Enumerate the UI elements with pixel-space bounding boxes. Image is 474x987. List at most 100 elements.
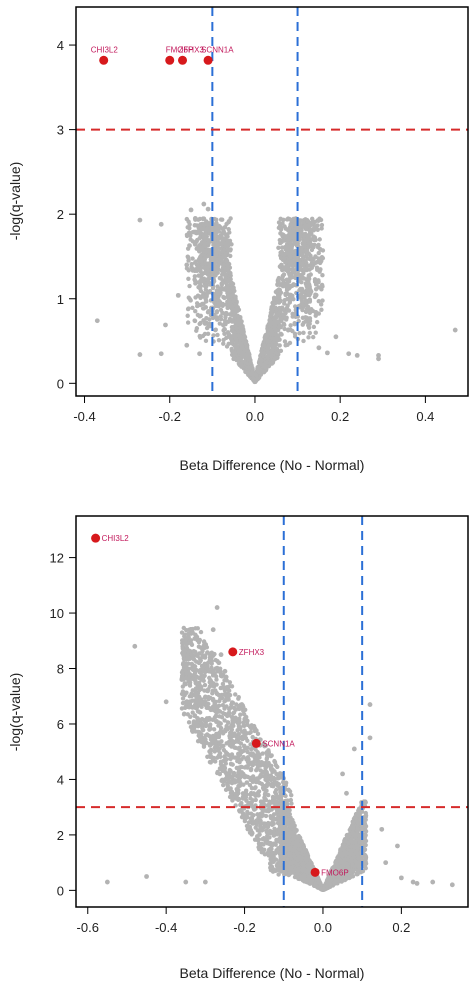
data-point [185, 254, 190, 259]
data-point [293, 234, 298, 239]
data-point [245, 354, 250, 360]
data-point [283, 265, 289, 271]
data-point [199, 739, 204, 744]
data-point [208, 255, 213, 260]
data-point [184, 262, 190, 268]
data-point [282, 339, 288, 344]
data-point [201, 240, 207, 245]
data-point [277, 337, 282, 342]
data-point [198, 335, 203, 340]
data-point [158, 351, 164, 357]
data-point [224, 335, 229, 341]
data-point [213, 657, 218, 663]
data-point [276, 277, 281, 282]
data-point [280, 312, 286, 317]
data-point [319, 307, 324, 312]
data-point [264, 360, 269, 365]
data-point [187, 283, 192, 289]
data-point [288, 327, 293, 332]
data-point [245, 811, 250, 817]
data-point [180, 689, 186, 694]
data-point [312, 242, 317, 247]
data-point [268, 763, 274, 768]
data-point [279, 245, 285, 250]
data-point [286, 308, 291, 313]
data-point [304, 309, 309, 314]
data-point [317, 258, 323, 263]
data-point [275, 351, 280, 356]
data-point [319, 282, 325, 288]
data-point [194, 326, 200, 331]
data-point [257, 752, 263, 757]
data-point [307, 284, 312, 289]
gene-label: CHI3L2 [91, 45, 119, 54]
x-axis-title: Beta Difference (No - Normal) [180, 457, 365, 473]
data-point [303, 258, 308, 263]
data-point [238, 775, 243, 780]
data-point [287, 249, 292, 254]
data-point [286, 788, 292, 793]
data-point [316, 345, 322, 351]
data-point [281, 238, 286, 243]
data-point [304, 248, 309, 254]
data-point [319, 254, 325, 260]
data-point [307, 330, 313, 336]
data-point [316, 299, 321, 304]
data-point [261, 343, 267, 348]
data-point [267, 317, 272, 323]
data-point [285, 798, 290, 803]
data-point [216, 301, 222, 307]
gene-label: FMO6P [166, 45, 194, 54]
data-point [205, 331, 211, 337]
data-point [315, 267, 320, 273]
data-point [202, 331, 208, 337]
data-point [300, 307, 305, 313]
data-point [194, 246, 199, 251]
data-point [259, 781, 265, 787]
data-point [274, 341, 279, 347]
data-point [313, 309, 319, 315]
data-point [267, 807, 273, 813]
data-point [137, 352, 143, 357]
data-point [307, 299, 313, 304]
data-point [221, 294, 226, 300]
data-point [188, 638, 194, 643]
data-point [243, 745, 249, 751]
data-point [214, 309, 220, 314]
data-point [279, 276, 285, 281]
data-point [224, 258, 229, 263]
data-point [301, 330, 306, 335]
data-point [229, 339, 235, 344]
data-point [290, 262, 295, 268]
data-point [228, 270, 233, 276]
data-point [201, 216, 207, 221]
data-point [305, 218, 310, 223]
data-point [303, 302, 309, 308]
data-point [286, 237, 291, 242]
data-point [276, 220, 282, 225]
data-point [285, 342, 290, 348]
data-point [302, 268, 308, 273]
data-point [230, 718, 235, 723]
data-point [192, 318, 197, 323]
data-point [195, 729, 201, 735]
data-point [307, 228, 313, 233]
data-point [201, 654, 206, 660]
data-point [311, 225, 317, 231]
data-point [200, 648, 205, 654]
data-point [259, 358, 264, 363]
data-point [259, 350, 265, 355]
data-point [203, 338, 209, 344]
data-point [227, 335, 233, 340]
data-point [292, 321, 297, 326]
data-point [189, 261, 194, 267]
data-point [200, 221, 205, 227]
data-point [289, 274, 295, 280]
gene-label: ZFHX3 [179, 45, 205, 54]
data-point [268, 777, 274, 783]
data-point [206, 239, 211, 245]
data-point [218, 696, 223, 701]
data-point [214, 731, 219, 737]
data-point [284, 315, 289, 320]
